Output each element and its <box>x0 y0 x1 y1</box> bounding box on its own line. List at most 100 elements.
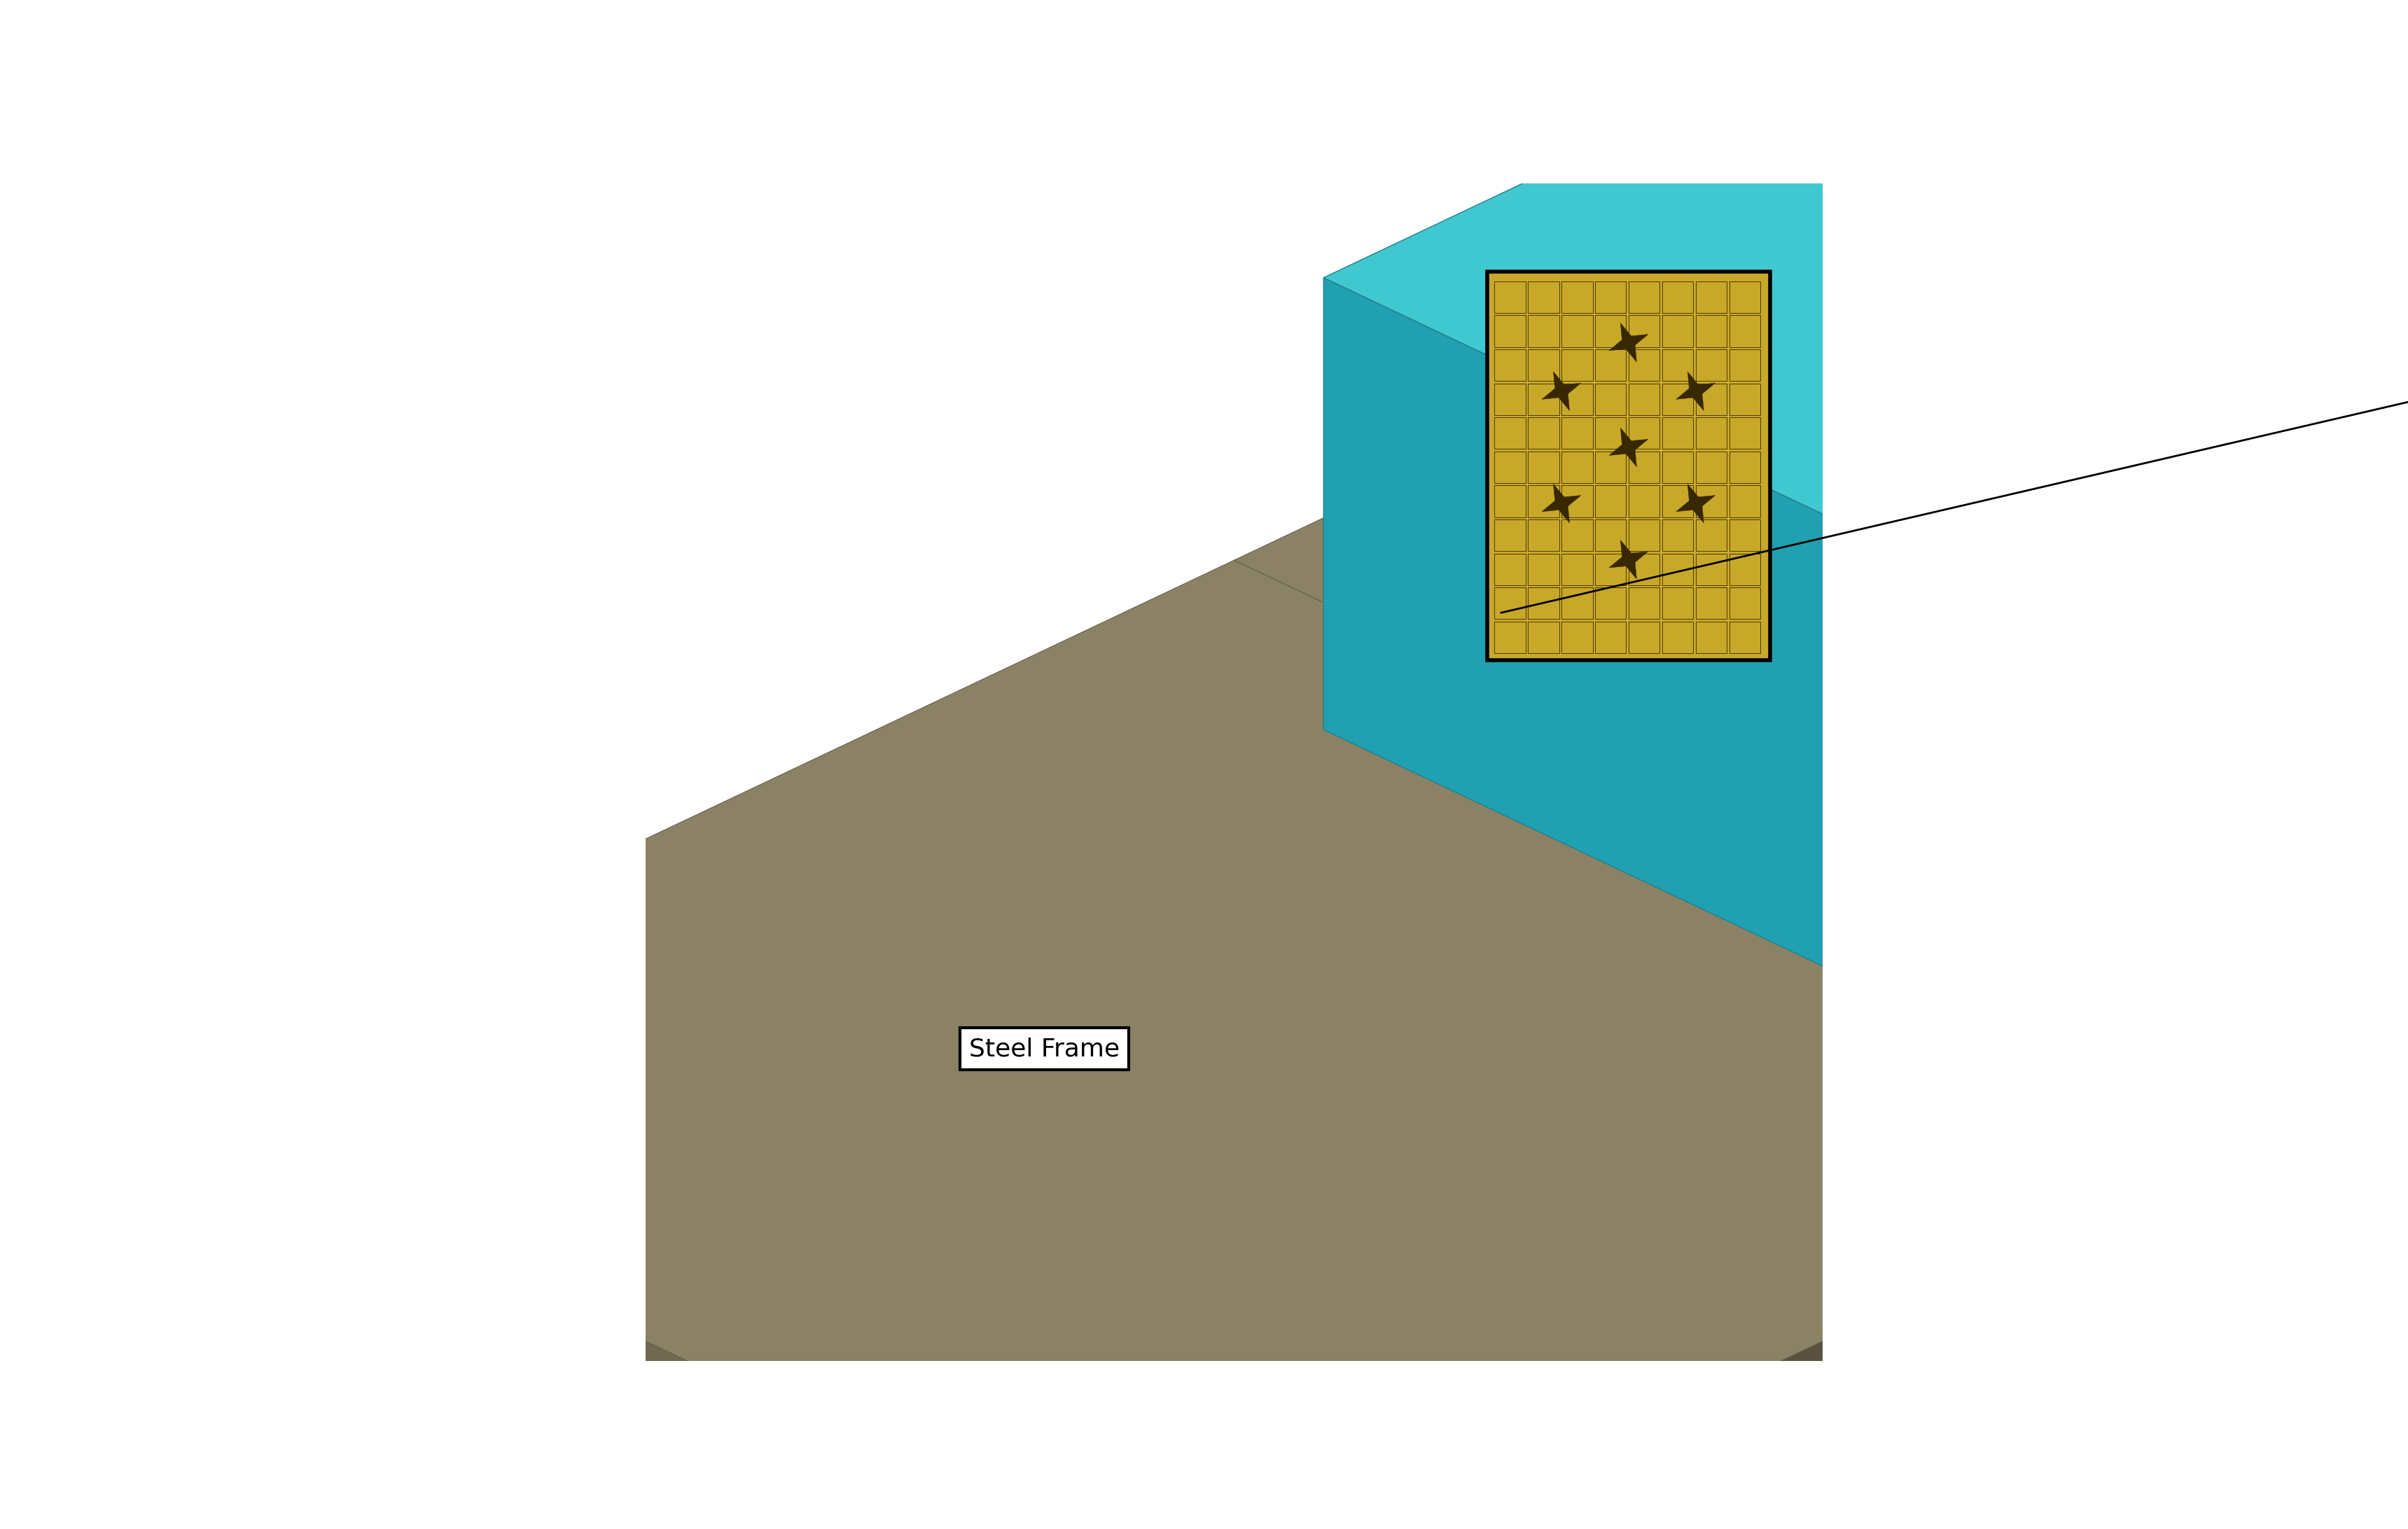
Bar <box>1495 384 1527 414</box>
Bar <box>1662 417 1693 450</box>
Bar <box>1662 485 1693 517</box>
Bar <box>1662 281 1693 313</box>
Bar <box>1529 485 1558 517</box>
Bar <box>1594 485 1625 517</box>
Bar <box>1729 485 1760 517</box>
Bar <box>1729 281 1760 313</box>
Bar <box>1695 553 1727 586</box>
Bar <box>1628 485 1659 517</box>
Bar <box>1729 553 1760 586</box>
Bar <box>1529 587 1558 619</box>
Bar <box>1729 587 1760 619</box>
Bar <box>1560 417 1592 450</box>
Bar <box>1662 349 1693 381</box>
Bar <box>1495 485 1527 517</box>
Bar <box>1628 520 1659 550</box>
Bar <box>1695 485 1727 517</box>
Polygon shape <box>1541 483 1582 523</box>
Polygon shape <box>1681 0 2408 737</box>
Bar <box>1695 587 1727 619</box>
Bar <box>1628 384 1659 414</box>
Polygon shape <box>1609 428 1647 466</box>
Polygon shape <box>2054 0 2408 560</box>
Bar <box>1662 553 1693 586</box>
Bar <box>1695 349 1727 381</box>
Bar <box>1695 384 1727 414</box>
Polygon shape <box>2085 320 2408 1090</box>
Polygon shape <box>1609 540 1647 579</box>
Bar <box>1594 520 1625 550</box>
Bar <box>1495 315 1527 347</box>
Bar <box>1729 520 1760 550</box>
Polygon shape <box>1681 0 2408 781</box>
Bar <box>1695 451 1727 483</box>
Bar <box>1594 451 1625 483</box>
Polygon shape <box>1681 0 2408 1248</box>
Bar <box>1495 587 1527 619</box>
Bar <box>1628 417 1659 450</box>
Polygon shape <box>1681 0 2408 989</box>
Bar <box>1529 281 1558 313</box>
Bar <box>1662 315 1693 347</box>
Bar <box>1560 485 1592 517</box>
Polygon shape <box>1681 0 2408 737</box>
Bar <box>1495 520 1527 550</box>
Bar <box>1628 451 1659 483</box>
Bar <box>1529 622 1558 653</box>
Polygon shape <box>1681 0 2408 1092</box>
Bar <box>1529 349 1558 381</box>
Bar <box>1628 349 1659 381</box>
Polygon shape <box>1541 372 1582 411</box>
Polygon shape <box>1235 1090 2353 1529</box>
Bar <box>1495 281 1527 313</box>
Bar <box>1495 553 1527 586</box>
Bar <box>1729 349 1760 381</box>
Polygon shape <box>1681 0 2408 833</box>
Bar <box>1495 349 1527 381</box>
Polygon shape <box>2242 0 2408 471</box>
Bar <box>1560 587 1592 619</box>
Polygon shape <box>1681 0 2408 1144</box>
Bar <box>1729 622 1760 653</box>
Polygon shape <box>1681 127 2408 1529</box>
Polygon shape <box>1324 278 2085 1090</box>
Polygon shape <box>1681 0 2408 937</box>
Bar <box>1662 451 1693 483</box>
Bar <box>1628 553 1659 586</box>
Polygon shape <box>116 560 2353 1529</box>
Bar <box>1594 622 1625 653</box>
Polygon shape <box>1869 0 2408 648</box>
Polygon shape <box>1676 372 1714 411</box>
Polygon shape <box>1681 75 2408 1529</box>
Bar <box>1560 553 1592 586</box>
Polygon shape <box>1676 483 1714 523</box>
Bar <box>1729 315 1760 347</box>
Polygon shape <box>1233 560 2408 1529</box>
Bar <box>1662 622 1693 653</box>
Polygon shape <box>1681 0 2408 1041</box>
Bar <box>1729 384 1760 414</box>
Bar <box>1628 587 1659 619</box>
Polygon shape <box>1681 0 2408 1352</box>
Polygon shape <box>1681 0 2408 1529</box>
Bar <box>1628 622 1659 653</box>
Bar <box>1529 384 1558 414</box>
Bar <box>1695 417 1727 450</box>
Bar <box>1529 315 1558 347</box>
Bar <box>1695 281 1727 313</box>
Polygon shape <box>1681 258 2408 1529</box>
Polygon shape <box>1681 0 2408 1300</box>
Bar <box>1695 315 1727 347</box>
Bar <box>1594 587 1625 619</box>
Bar <box>1560 384 1592 414</box>
Bar <box>1529 417 1558 450</box>
Bar <box>1628 315 1659 347</box>
Bar <box>1729 417 1760 450</box>
Polygon shape <box>1324 0 2408 638</box>
Bar <box>1662 520 1693 550</box>
Bar <box>1560 281 1592 313</box>
Polygon shape <box>1681 0 2408 1196</box>
Bar <box>1560 349 1592 381</box>
Bar <box>1662 587 1693 619</box>
Bar <box>1695 520 1727 550</box>
